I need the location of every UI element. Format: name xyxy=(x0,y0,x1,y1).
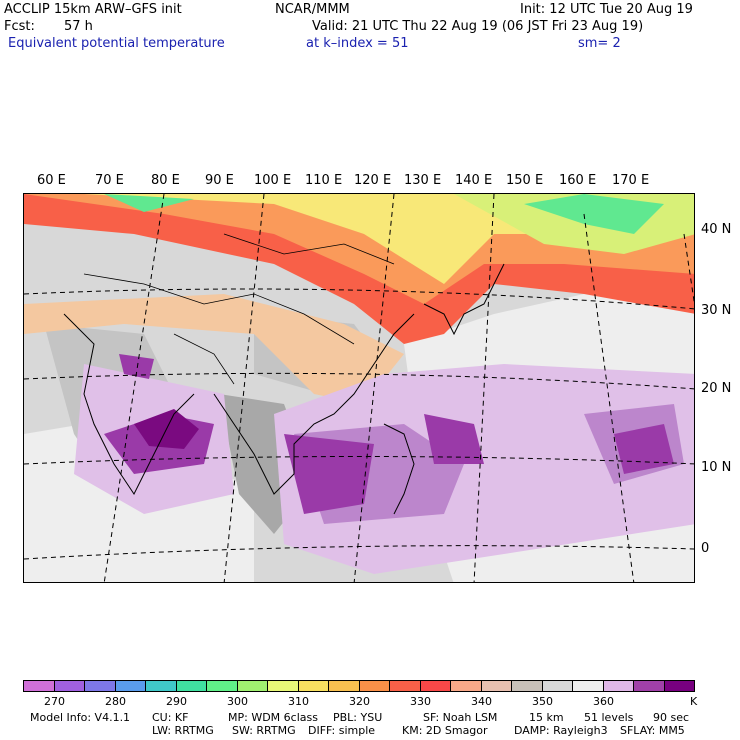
color-bar-tick-label: 280 xyxy=(105,695,126,708)
color-bar-swatch xyxy=(24,681,55,691)
model-title: ACCLIP 15km ARW–GFS init xyxy=(4,2,182,17)
map-panel xyxy=(23,193,695,583)
field-purple-india xyxy=(119,354,154,379)
longitude-label: 100 E xyxy=(254,173,292,188)
model-info-item: MP: WDM 6class xyxy=(228,711,318,724)
model-info-item: 51 levels xyxy=(584,711,634,724)
meridian-100e xyxy=(223,194,265,582)
graticule xyxy=(24,194,694,582)
equivalent-potential-temperature-map xyxy=(24,194,694,582)
color-bar xyxy=(23,680,695,692)
longitude-label: 120 E xyxy=(354,173,392,188)
field-purple-scs xyxy=(284,434,374,514)
parallel-20n xyxy=(24,372,694,390)
longitude-label: 160 E xyxy=(559,173,597,188)
color-bar-swatch xyxy=(451,681,482,691)
parallel-10n xyxy=(24,456,694,465)
color-bar-tick-label: 330 xyxy=(410,695,431,708)
coastline-india xyxy=(63,313,195,495)
color-bar-swatch xyxy=(85,681,116,691)
color-bar-swatch xyxy=(603,681,634,691)
model-info-item: SFLAY: MM5 xyxy=(620,724,685,737)
color-bar-swatch xyxy=(298,681,329,691)
center-name: NCAR/MMM xyxy=(275,2,350,17)
smoothing-label: sm= 2 xyxy=(578,36,621,51)
color-bar-swatch xyxy=(268,681,299,691)
model-info-item: SW: RRTMG xyxy=(232,724,296,737)
longitude-label: 60 E xyxy=(37,173,66,188)
color-bar-swatch xyxy=(359,681,390,691)
color-bar-tick-label: 350 xyxy=(532,695,553,708)
latitude-label: 40 N xyxy=(701,222,732,237)
model-info-item: LW: RRTMG xyxy=(152,724,214,737)
longitude-label: 130 E xyxy=(404,173,442,188)
longitude-label: 70 E xyxy=(95,173,124,188)
latitude-label: 10 N xyxy=(701,460,732,475)
model-info-item: Model Info: V4.1.1 xyxy=(30,711,131,724)
color-bar-tick-label: 300 xyxy=(227,695,248,708)
color-bar-swatch xyxy=(634,681,665,691)
longitude-label: 170 E xyxy=(612,173,650,188)
color-bar-tick-label: 290 xyxy=(166,695,187,708)
color-bar-swatch xyxy=(207,681,238,691)
parallel-0 xyxy=(24,545,694,560)
level-index: at k–index = 51 xyxy=(306,36,409,51)
meridian-120e xyxy=(353,194,395,582)
init-time: Init: 12 UTC Tue 20 Aug 19 xyxy=(520,2,693,17)
color-bar-unit: K xyxy=(690,695,698,708)
color-bar-swatch xyxy=(390,681,421,691)
color-bar-swatch xyxy=(573,681,604,691)
model-info-item: DIFF: simple xyxy=(308,724,376,737)
model-info-item: DAMP: Rayleigh3 xyxy=(514,724,608,737)
longitude-label: 150 E xyxy=(506,173,544,188)
meridian-80e xyxy=(103,194,165,582)
color-bar-tick-label: 310 xyxy=(288,695,309,708)
field-tan-band xyxy=(24,294,404,404)
field-green-cell-west xyxy=(104,194,194,212)
coastline-korea-japan xyxy=(423,263,505,336)
longitude-label: 110 E xyxy=(305,173,343,188)
model-info-item: KM: 2D Smagor xyxy=(402,724,488,737)
model-info-item: 90 sec xyxy=(653,711,690,724)
color-bar-tick-label: 340 xyxy=(471,695,492,708)
longitude-label: 90 E xyxy=(205,173,234,188)
forecast-label: Fcst: xyxy=(4,19,35,34)
color-bar-tick-label: 360 xyxy=(593,695,614,708)
longitude-label: 140 E xyxy=(455,173,493,188)
parallel-30n xyxy=(24,288,694,310)
forecast-hour: 57 h xyxy=(64,19,93,34)
latitude-label: 20 N xyxy=(701,381,732,396)
latitude-label: 0 xyxy=(701,541,710,556)
color-bar-swatch xyxy=(512,681,543,691)
model-info-item: 15 km xyxy=(529,711,564,724)
field-purple-philippine-sea xyxy=(424,414,484,464)
color-bar-swatch xyxy=(237,681,268,691)
color-bar-tick-label: 270 xyxy=(44,695,65,708)
color-bar-swatch xyxy=(115,681,146,691)
field-green-cell xyxy=(524,194,664,234)
meridian-140e xyxy=(473,194,495,582)
model-info-item: PBL: YSU xyxy=(333,711,383,724)
color-bar-swatch xyxy=(420,681,451,691)
color-bar-tick-label: 320 xyxy=(349,695,370,708)
color-bar-swatch xyxy=(146,681,177,691)
country-borders xyxy=(83,233,395,385)
color-bar-swatch xyxy=(329,681,360,691)
latitude-label: 30 N xyxy=(701,303,732,318)
model-info-item: SF: Noah LSM xyxy=(423,711,498,724)
color-bar-swatch xyxy=(664,681,694,691)
meridian-170e xyxy=(683,233,694,305)
color-bar-swatch xyxy=(542,681,573,691)
model-info-item: CU: KF xyxy=(152,711,189,724)
color-bar-swatch xyxy=(176,681,207,691)
coastline-philippines xyxy=(383,423,415,515)
color-bar-swatch xyxy=(481,681,512,691)
longitude-label: 80 E xyxy=(151,173,180,188)
field-name: Equivalent potential temperature xyxy=(8,36,225,51)
valid-time: Valid: 21 UTC Thu 22 Aug 19 (06 JST Fri … xyxy=(312,19,644,34)
color-bar-swatch xyxy=(54,681,85,691)
